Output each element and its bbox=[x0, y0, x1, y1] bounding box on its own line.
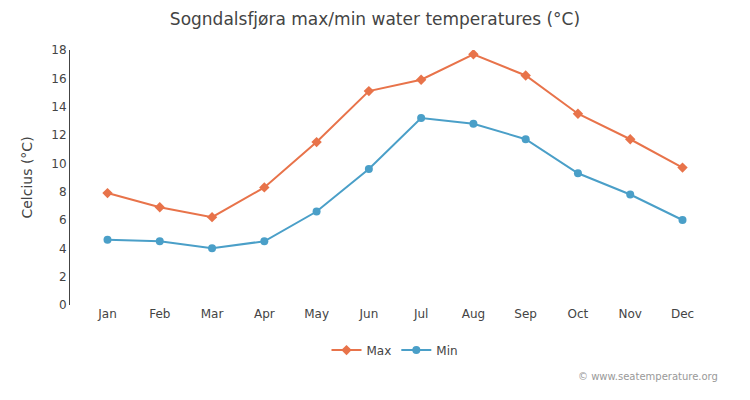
svg-text:2: 2 bbox=[59, 270, 67, 284]
svg-text:Dec: Dec bbox=[671, 307, 694, 321]
svg-text:14: 14 bbox=[51, 100, 66, 114]
svg-text:Jun: Jun bbox=[358, 307, 378, 321]
svg-text:Sep: Sep bbox=[514, 307, 537, 321]
svg-text:Max: Max bbox=[367, 344, 392, 358]
svg-text:Nov: Nov bbox=[619, 307, 642, 321]
svg-text:10: 10 bbox=[51, 157, 66, 171]
svg-text:Aug: Aug bbox=[462, 307, 485, 321]
svg-text:Min: Min bbox=[436, 344, 457, 358]
svg-text:Sogndalsfjøra max/min water te: Sogndalsfjøra max/min water temperatures… bbox=[170, 9, 580, 29]
svg-text:Oct: Oct bbox=[568, 307, 589, 321]
svg-text:16: 16 bbox=[51, 72, 66, 86]
svg-text:18: 18 bbox=[51, 43, 66, 57]
svg-text:0: 0 bbox=[59, 298, 67, 312]
svg-text:Apr: Apr bbox=[254, 307, 275, 321]
svg-text:6: 6 bbox=[59, 213, 67, 227]
svg-text:Jul: Jul bbox=[413, 307, 428, 321]
svg-text:4: 4 bbox=[59, 242, 67, 256]
svg-text:8: 8 bbox=[59, 185, 67, 199]
svg-text:Jan: Jan bbox=[97, 307, 117, 321]
svg-text:May: May bbox=[304, 307, 329, 321]
svg-text:Feb: Feb bbox=[149, 307, 170, 321]
svg-text:12: 12 bbox=[51, 128, 66, 142]
svg-text:Celcius (°C): Celcius (°C) bbox=[19, 136, 35, 218]
svg-text:© www.seatemperature.org: © www.seatemperature.org bbox=[578, 371, 718, 382]
svg-text:Mar: Mar bbox=[201, 307, 224, 321]
